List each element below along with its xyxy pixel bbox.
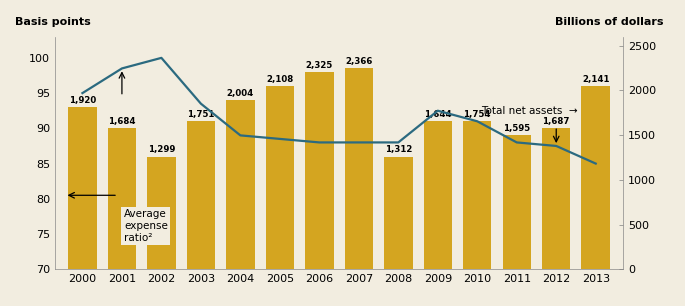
Text: 1,312: 1,312 [384, 145, 412, 155]
Text: 2,108: 2,108 [266, 75, 293, 84]
Bar [147, 157, 175, 269]
Bar [542, 128, 571, 269]
Bar [384, 157, 412, 269]
Bar [108, 128, 136, 269]
Bar [187, 121, 215, 269]
Bar [226, 100, 255, 269]
Text: 1,687: 1,687 [543, 117, 570, 126]
Text: 1,299: 1,299 [148, 145, 175, 155]
Bar [68, 107, 97, 269]
Bar [266, 86, 294, 269]
Bar [463, 121, 491, 269]
Text: 1,595: 1,595 [503, 124, 530, 133]
Text: Billions of dollars: Billions of dollars [555, 17, 663, 28]
Text: 1,751: 1,751 [187, 110, 214, 119]
Text: 1,754: 1,754 [464, 110, 491, 119]
Text: 1,684: 1,684 [108, 117, 136, 126]
Text: Total net assets  →: Total net assets → [482, 106, 578, 116]
Text: Basis points: Basis points [15, 17, 90, 28]
Bar [503, 135, 531, 269]
Text: 2,325: 2,325 [306, 61, 333, 70]
Bar [582, 86, 610, 269]
Bar [345, 69, 373, 269]
Bar [423, 121, 452, 269]
Bar [305, 72, 334, 269]
Text: 2,366: 2,366 [345, 57, 373, 66]
Text: 1,644: 1,644 [424, 110, 451, 119]
Text: 1,920: 1,920 [68, 96, 96, 105]
Text: 2,004: 2,004 [227, 89, 254, 98]
Text: 2,141: 2,141 [582, 75, 610, 84]
Text: Average
expense
ratio²: Average expense ratio² [124, 209, 168, 243]
